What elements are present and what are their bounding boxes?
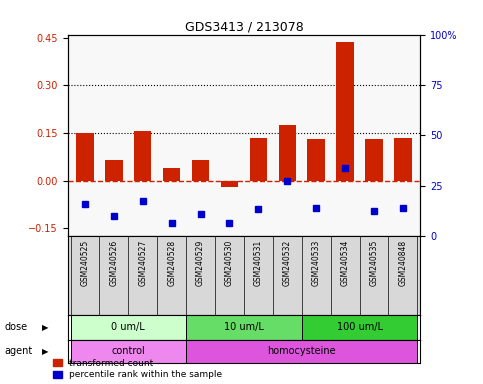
Bar [163, 168, 180, 180]
Text: GSM240535: GSM240535 [369, 240, 379, 286]
Bar [308, 139, 325, 180]
Text: ▶: ▶ [42, 347, 48, 356]
Text: 10 um/L: 10 um/L [224, 322, 264, 333]
Bar [186, 340, 417, 363]
Legend: transformed count, percentile rank within the sample: transformed count, percentile rank withi… [53, 359, 222, 379]
Text: GSM240533: GSM240533 [312, 240, 321, 286]
Bar [186, 315, 302, 340]
Bar [279, 125, 296, 180]
Title: GDS3413 / 213078: GDS3413 / 213078 [185, 20, 303, 33]
Bar [394, 138, 412, 180]
Text: GSM240534: GSM240534 [341, 240, 350, 286]
Text: GSM240527: GSM240527 [138, 240, 147, 286]
Text: ▶: ▶ [42, 323, 48, 332]
Bar [221, 180, 238, 187]
Bar [250, 138, 267, 180]
Text: 100 um/L: 100 um/L [337, 322, 383, 333]
Text: 0 um/L: 0 um/L [112, 322, 145, 333]
Text: agent: agent [5, 346, 33, 356]
Bar [192, 160, 209, 180]
Bar [302, 315, 417, 340]
Bar [71, 315, 186, 340]
Text: GSM240531: GSM240531 [254, 240, 263, 286]
Text: GSM240526: GSM240526 [109, 240, 118, 286]
Text: GSM240848: GSM240848 [398, 240, 407, 286]
Bar [76, 133, 94, 180]
Text: GSM240532: GSM240532 [283, 240, 292, 286]
Text: control: control [112, 346, 145, 356]
Text: GSM240530: GSM240530 [225, 240, 234, 286]
Text: GSM240528: GSM240528 [167, 240, 176, 286]
Text: dose: dose [5, 322, 28, 333]
Bar [365, 139, 383, 180]
Text: GSM240529: GSM240529 [196, 240, 205, 286]
Bar [105, 160, 123, 180]
Bar [134, 131, 152, 180]
Text: GSM240525: GSM240525 [81, 240, 89, 286]
Bar [71, 340, 186, 363]
Bar [336, 43, 354, 180]
Text: homocysteine: homocysteine [268, 346, 336, 356]
